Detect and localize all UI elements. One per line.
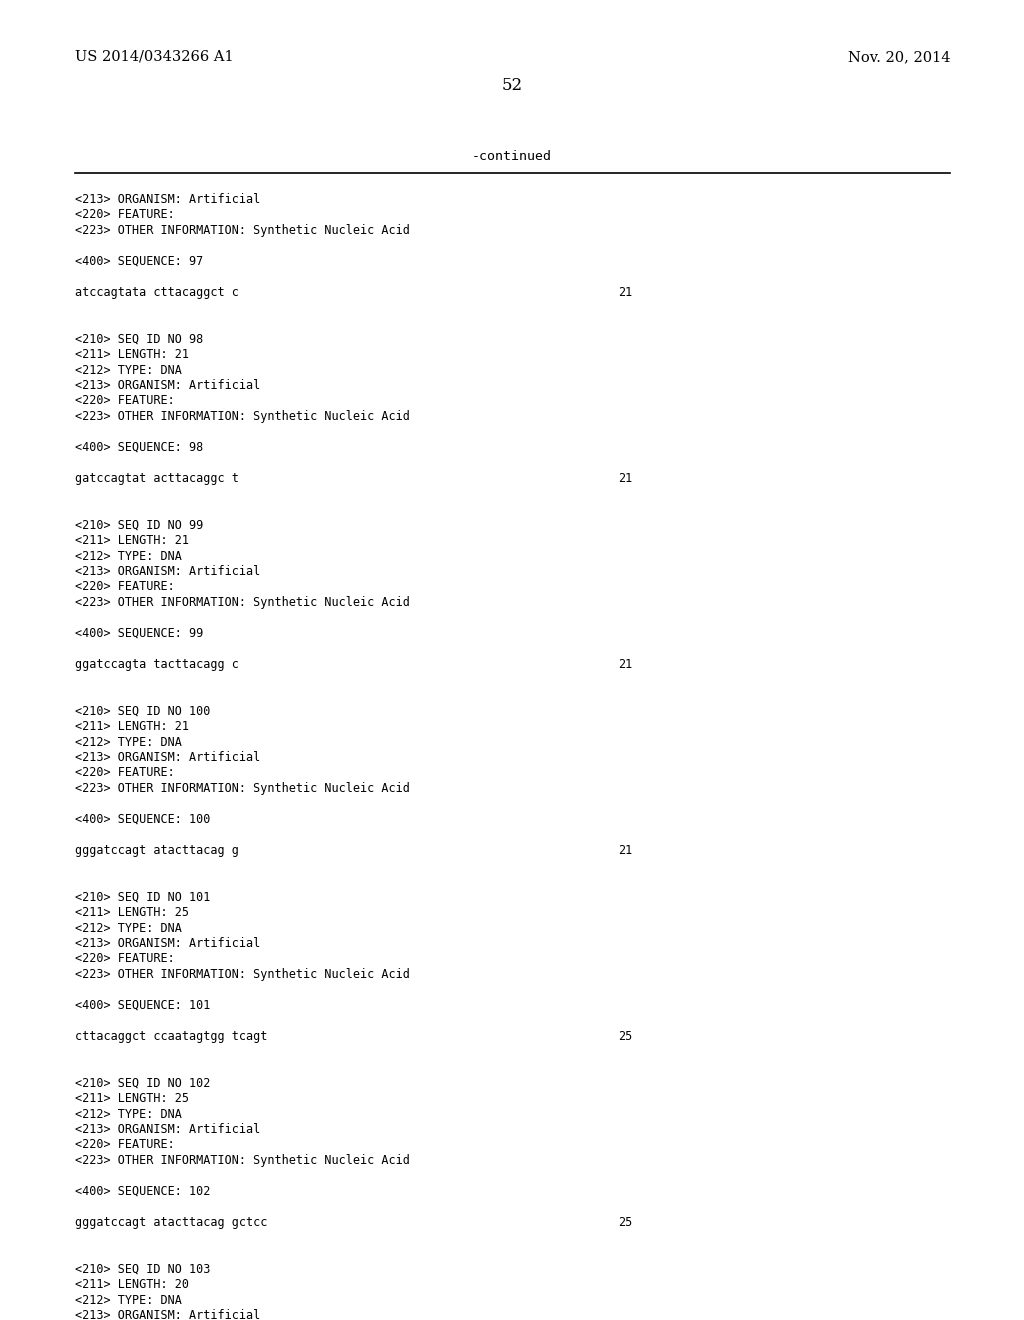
Text: <213> ORGANISM: Artificial: <213> ORGANISM: Artificial xyxy=(75,751,260,764)
Text: <211> LENGTH: 25: <211> LENGTH: 25 xyxy=(75,906,189,919)
Text: <223> OTHER INFORMATION: Synthetic Nucleic Acid: <223> OTHER INFORMATION: Synthetic Nucle… xyxy=(75,224,410,238)
Text: <212> TYPE: DNA: <212> TYPE: DNA xyxy=(75,1107,182,1121)
Text: 21: 21 xyxy=(618,843,632,857)
Text: gggatccagt atacttacag gctcc: gggatccagt atacttacag gctcc xyxy=(75,1216,267,1229)
Text: <400> SEQUENCE: 102: <400> SEQUENCE: 102 xyxy=(75,1185,210,1199)
Text: 25: 25 xyxy=(618,1030,632,1043)
Text: <211> LENGTH: 21: <211> LENGTH: 21 xyxy=(75,348,189,360)
Text: <223> OTHER INFORMATION: Synthetic Nucleic Acid: <223> OTHER INFORMATION: Synthetic Nucle… xyxy=(75,781,410,795)
Text: <210> SEQ ID NO 102: <210> SEQ ID NO 102 xyxy=(75,1077,210,1089)
Text: <212> TYPE: DNA: <212> TYPE: DNA xyxy=(75,363,182,376)
Text: <400> SEQUENCE: 100: <400> SEQUENCE: 100 xyxy=(75,813,210,826)
Text: <213> ORGANISM: Artificial: <213> ORGANISM: Artificial xyxy=(75,565,260,578)
Text: <213> ORGANISM: Artificial: <213> ORGANISM: Artificial xyxy=(75,1123,260,1137)
Text: <211> LENGTH: 25: <211> LENGTH: 25 xyxy=(75,1092,189,1105)
Text: <223> OTHER INFORMATION: Synthetic Nucleic Acid: <223> OTHER INFORMATION: Synthetic Nucle… xyxy=(75,411,410,422)
Text: -continued: -continued xyxy=(472,150,552,164)
Text: <212> TYPE: DNA: <212> TYPE: DNA xyxy=(75,1294,182,1307)
Text: ggatccagta tacttacagg c: ggatccagta tacttacagg c xyxy=(75,657,239,671)
Text: <210> SEQ ID NO 99: <210> SEQ ID NO 99 xyxy=(75,519,203,532)
Text: <223> OTHER INFORMATION: Synthetic Nucleic Acid: <223> OTHER INFORMATION: Synthetic Nucle… xyxy=(75,1154,410,1167)
Text: 52: 52 xyxy=(502,77,522,94)
Text: cttacaggct ccaatagtgg tcagt: cttacaggct ccaatagtgg tcagt xyxy=(75,1030,267,1043)
Text: <211> LENGTH: 21: <211> LENGTH: 21 xyxy=(75,719,189,733)
Text: <210> SEQ ID NO 98: <210> SEQ ID NO 98 xyxy=(75,333,203,346)
Text: <210> SEQ ID NO 100: <210> SEQ ID NO 100 xyxy=(75,705,210,718)
Text: atccagtata cttacaggct c: atccagtata cttacaggct c xyxy=(75,286,239,300)
Text: <210> SEQ ID NO 101: <210> SEQ ID NO 101 xyxy=(75,891,210,903)
Text: <400> SEQUENCE: 98: <400> SEQUENCE: 98 xyxy=(75,441,203,454)
Text: <223> OTHER INFORMATION: Synthetic Nucleic Acid: <223> OTHER INFORMATION: Synthetic Nucle… xyxy=(75,968,410,981)
Text: <223> OTHER INFORMATION: Synthetic Nucleic Acid: <223> OTHER INFORMATION: Synthetic Nucle… xyxy=(75,597,410,609)
Text: 21: 21 xyxy=(618,286,632,300)
Text: gatccagtat acttacaggc t: gatccagtat acttacaggc t xyxy=(75,473,239,484)
Text: <213> ORGANISM: Artificial: <213> ORGANISM: Artificial xyxy=(75,379,260,392)
Text: <220> FEATURE:: <220> FEATURE: xyxy=(75,395,175,408)
Text: 21: 21 xyxy=(618,657,632,671)
Text: <400> SEQUENCE: 97: <400> SEQUENCE: 97 xyxy=(75,255,203,268)
Text: <220> FEATURE:: <220> FEATURE: xyxy=(75,1138,175,1151)
Text: <212> TYPE: DNA: <212> TYPE: DNA xyxy=(75,549,182,562)
Text: <400> SEQUENCE: 99: <400> SEQUENCE: 99 xyxy=(75,627,203,640)
Text: <211> LENGTH: 20: <211> LENGTH: 20 xyxy=(75,1278,189,1291)
Text: <213> ORGANISM: Artificial: <213> ORGANISM: Artificial xyxy=(75,193,260,206)
Text: 25: 25 xyxy=(618,1216,632,1229)
Text: <400> SEQUENCE: 101: <400> SEQUENCE: 101 xyxy=(75,999,210,1012)
Text: <211> LENGTH: 21: <211> LENGTH: 21 xyxy=(75,535,189,546)
Text: <212> TYPE: DNA: <212> TYPE: DNA xyxy=(75,735,182,748)
Text: <212> TYPE: DNA: <212> TYPE: DNA xyxy=(75,921,182,935)
Text: <220> FEATURE:: <220> FEATURE: xyxy=(75,767,175,780)
Text: <220> FEATURE:: <220> FEATURE: xyxy=(75,581,175,594)
Text: <220> FEATURE:: <220> FEATURE: xyxy=(75,953,175,965)
Text: <220> FEATURE:: <220> FEATURE: xyxy=(75,209,175,222)
Text: gggatccagt atacttacag g: gggatccagt atacttacag g xyxy=(75,843,239,857)
Text: 21: 21 xyxy=(618,473,632,484)
Text: <213> ORGANISM: Artificial: <213> ORGANISM: Artificial xyxy=(75,1309,260,1320)
Text: <213> ORGANISM: Artificial: <213> ORGANISM: Artificial xyxy=(75,937,260,950)
Text: Nov. 20, 2014: Nov. 20, 2014 xyxy=(848,50,950,63)
Text: <210> SEQ ID NO 103: <210> SEQ ID NO 103 xyxy=(75,1262,210,1275)
Text: US 2014/0343266 A1: US 2014/0343266 A1 xyxy=(75,50,233,63)
